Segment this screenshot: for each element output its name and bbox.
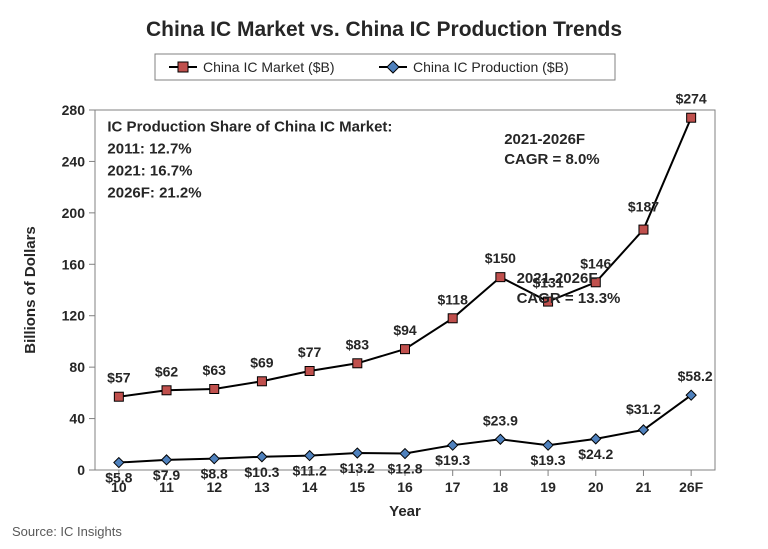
svg-text:CAGR = 8.0%: CAGR = 8.0%	[504, 151, 599, 168]
svg-text:$31.2: $31.2	[626, 401, 661, 417]
svg-text:26F: 26F	[679, 479, 704, 495]
svg-text:16: 16	[397, 479, 413, 495]
svg-text:$7.9: $7.9	[153, 467, 180, 483]
svg-text:2021-2026F: 2021-2026F	[517, 270, 598, 287]
svg-text:Year: Year	[389, 503, 421, 520]
svg-text:Billions of Dollars: Billions of Dollars	[22, 226, 39, 354]
chart-container: China IC Market vs. China IC Production …	[0, 0, 768, 549]
svg-text:2011: 12.7%: 2011: 12.7%	[107, 141, 191, 158]
svg-text:2026F: 21.2%: 2026F: 21.2%	[107, 185, 201, 202]
svg-text:19: 19	[540, 479, 556, 495]
svg-text:14: 14	[302, 479, 318, 495]
svg-text:$24.2: $24.2	[578, 446, 613, 462]
svg-text:200: 200	[62, 205, 86, 221]
svg-text:$187: $187	[628, 199, 659, 215]
svg-text:15: 15	[350, 479, 366, 495]
svg-text:China IC Market ($B): China IC Market ($B)	[203, 59, 334, 75]
svg-text:18: 18	[493, 479, 509, 495]
chart-svg: 0408012016020024028010111213141516171819…	[0, 36, 768, 536]
svg-text:$12.8: $12.8	[387, 461, 422, 477]
svg-text:$57: $57	[107, 370, 131, 386]
svg-text:40: 40	[69, 411, 85, 427]
svg-text:$10.3: $10.3	[244, 464, 279, 480]
svg-text:$94: $94	[393, 322, 417, 338]
svg-text:$19.3: $19.3	[435, 452, 470, 468]
svg-text:$83: $83	[346, 336, 370, 352]
svg-text:$69: $69	[250, 354, 274, 370]
svg-text:$150: $150	[485, 250, 516, 266]
svg-text:13: 13	[254, 479, 270, 495]
svg-text:China IC Production ($B): China IC Production ($B)	[413, 59, 569, 75]
svg-text:20: 20	[588, 479, 604, 495]
svg-text:2021: 16.7%: 2021: 16.7%	[107, 163, 192, 180]
source-label: Source: IC Insights	[12, 524, 122, 539]
svg-text:$58.2: $58.2	[678, 368, 713, 384]
svg-text:2021-2026F: 2021-2026F	[504, 131, 585, 148]
svg-text:240: 240	[62, 153, 86, 169]
svg-text:17: 17	[445, 479, 461, 495]
svg-text:120: 120	[62, 308, 86, 324]
svg-text:$19.3: $19.3	[531, 452, 566, 468]
svg-text:80: 80	[69, 359, 85, 375]
svg-text:160: 160	[62, 256, 86, 272]
svg-text:280: 280	[62, 102, 86, 118]
svg-text:$63: $63	[203, 362, 227, 378]
svg-text:21: 21	[636, 479, 652, 495]
svg-text:$62: $62	[155, 363, 179, 379]
svg-text:CAGR = 13.3%: CAGR = 13.3%	[517, 290, 621, 307]
svg-text:$77: $77	[298, 344, 322, 360]
svg-text:$118: $118	[438, 291, 469, 307]
svg-text:$13.2: $13.2	[340, 460, 375, 476]
svg-text:IC Production Share of China I: IC Production Share of China IC Market:	[107, 119, 392, 136]
svg-text:0: 0	[77, 462, 85, 478]
svg-text:$274: $274	[676, 91, 707, 107]
svg-text:$5.8: $5.8	[105, 470, 132, 486]
svg-text:$8.8: $8.8	[201, 466, 228, 482]
svg-text:$11.2: $11.2	[292, 463, 326, 479]
svg-text:$23.9: $23.9	[483, 412, 518, 428]
